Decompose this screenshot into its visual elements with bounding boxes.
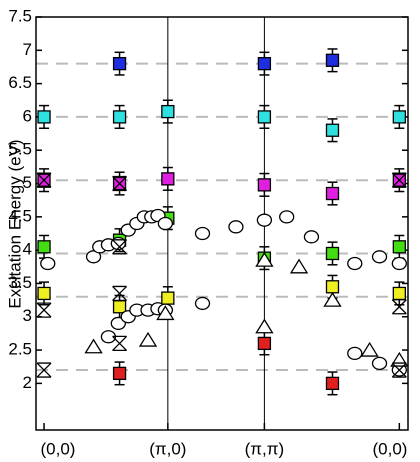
triangle-point: [360, 341, 379, 357]
square-point: [325, 186, 340, 201]
circle-point: [256, 213, 273, 227]
square-point: [325, 376, 340, 391]
y-tick-label: 2: [23, 373, 32, 392]
square-point: [37, 240, 51, 254]
square-point: [37, 110, 51, 124]
triangle-point: [323, 291, 342, 307]
x-tick-label: (π,π): [245, 439, 285, 458]
square-point: [257, 110, 272, 124]
square-point: [161, 104, 175, 119]
circle-point: [347, 346, 363, 361]
square-point: [161, 291, 175, 305]
triangle-point: [289, 258, 309, 274]
x-tick-label: (0,0): [373, 439, 408, 458]
y-axis-label: Excitation Energy (eV): [5, 139, 24, 308]
y-tick-label: 3.5: [8, 273, 32, 292]
y-tick-label: 7.5: [8, 6, 32, 25]
cross-point: [36, 362, 52, 378]
square-point: [325, 246, 340, 261]
y-tick-label: 7: [23, 40, 32, 59]
cross-point: [112, 335, 128, 352]
square-point: [112, 110, 127, 124]
circle-point: [371, 356, 388, 371]
y-tick-label: 2.5: [8, 340, 32, 359]
circle-point: [110, 236, 126, 251]
x-tick-label: (0,0): [41, 439, 76, 458]
triangle-point: [255, 251, 274, 267]
square-point: [257, 56, 272, 71]
circle-point: [194, 296, 211, 311]
y-tick-label: 5.5: [8, 140, 32, 159]
circle-point: [85, 250, 102, 264]
square-point: [392, 240, 406, 254]
cross-point: [391, 362, 407, 378]
square-point: [161, 172, 175, 186]
cross-point: [36, 302, 52, 318]
y-tick-label: 6.5: [8, 73, 32, 92]
circle-point: [391, 256, 407, 271]
square-point: [257, 336, 272, 351]
square-point: [37, 286, 51, 301]
cross-point: [391, 299, 407, 315]
square-point: [325, 53, 340, 67]
circle-point: [303, 230, 320, 244]
circle-point: [347, 256, 363, 271]
circle-point: [157, 216, 174, 231]
square-point: [112, 56, 127, 71]
cross-point: [36, 172, 52, 188]
y-tick-label: 4.5: [8, 206, 32, 225]
plot-frame: [35, 16, 409, 431]
circle-point: [279, 210, 295, 224]
square-point: [257, 178, 272, 192]
y-tick-label: 3: [23, 306, 32, 325]
cross-point: [112, 285, 128, 302]
square-point: [112, 300, 127, 314]
y-tick-label: 6: [23, 106, 32, 125]
square-point: [325, 280, 340, 294]
cross-point: [112, 239, 128, 255]
y-tick-label: 4: [23, 240, 32, 259]
square-point: [392, 286, 406, 301]
circle-point: [194, 226, 211, 241]
cross-point: [112, 175, 128, 192]
circle-point: [371, 250, 388, 264]
triangle-point: [255, 318, 274, 334]
cross-point: [391, 172, 407, 188]
square-point: [112, 366, 127, 381]
square-point: [392, 110, 406, 124]
y-tick-label: 5: [23, 173, 32, 192]
triangle-point: [156, 305, 175, 321]
triangle-point: [138, 331, 158, 347]
circle-point: [40, 256, 56, 271]
x-tick-label: (π,0): [149, 439, 186, 458]
triangle-point: [84, 338, 103, 354]
square-point: [325, 123, 340, 137]
circle-point: [228, 220, 244, 234]
